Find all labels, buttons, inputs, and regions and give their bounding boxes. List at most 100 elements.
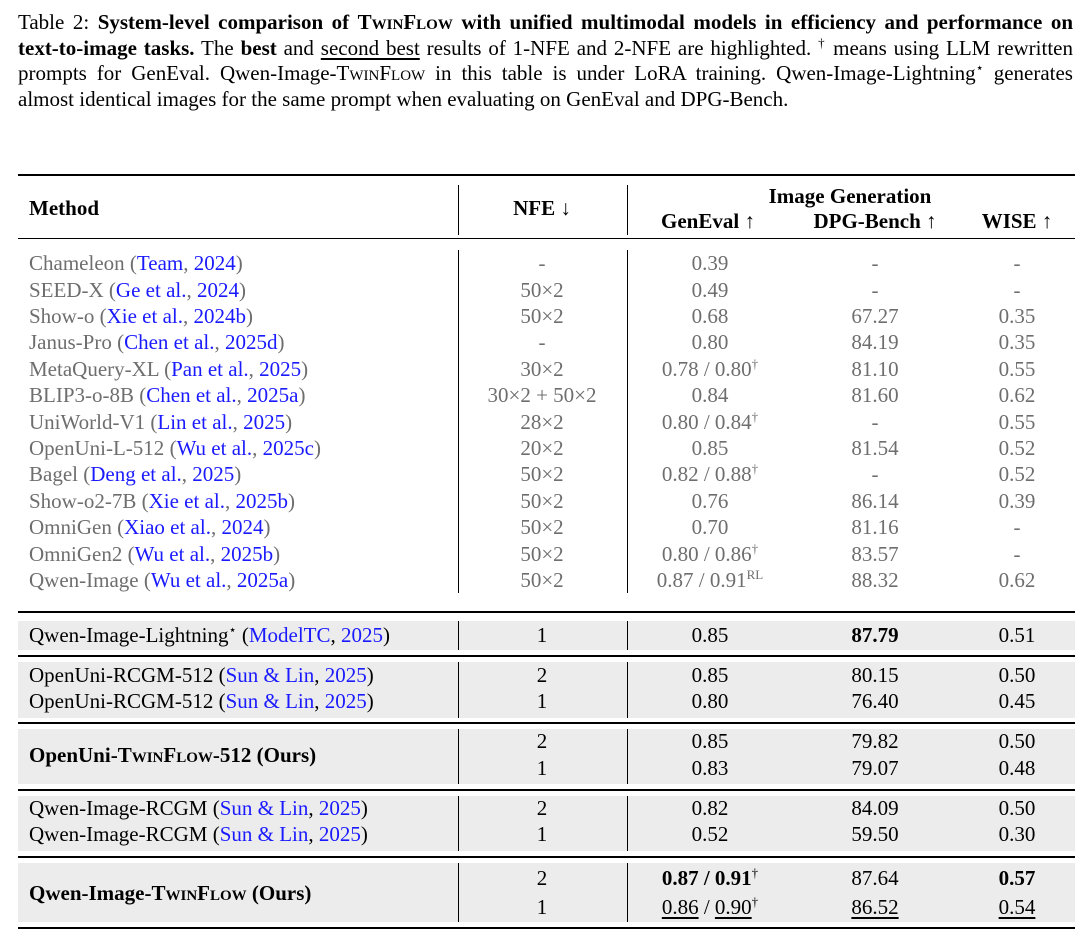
citation-author-link[interactable]: Chen et al. (146, 383, 237, 408)
value-text: - (871, 409, 879, 434)
nfe-value: 1 (536, 756, 548, 780)
value-text: 0.70 (691, 515, 729, 540)
citation-author-link[interactable]: Xiao et al. (124, 515, 211, 540)
geneval-value: 0.68 (692, 303, 729, 329)
wise-value: 0.30 (999, 821, 1036, 847)
method-label: OpenUni- (29, 742, 118, 767)
nfe-value: 2 (536, 796, 548, 820)
method-twinflow: TwinFlow (117, 742, 213, 767)
header-nfe: NFE ↓ (513, 196, 571, 220)
nfe-value: 20×2 (520, 436, 564, 460)
value-text: 88.32 (851, 568, 899, 592)
geneval-value: 0.39 (692, 250, 729, 276)
citation-author-link[interactable]: Pan et al. (171, 356, 249, 381)
value-text: 0.68 (691, 304, 729, 328)
method-name: MetaQuery-XL (Pan et al., 2025) (29, 356, 309, 381)
wise-value: 0.50 (999, 795, 1036, 821)
dpg-bench-value: 81.54 (851, 435, 898, 461)
citation-year-link[interactable]: 2025 (243, 409, 286, 434)
value-text: 0.62 (998, 568, 1036, 592)
value-text: 0.35 (998, 304, 1036, 328)
dpg-bench-value: 79.07 (851, 755, 898, 781)
citation-author-link[interactable]: Sun & Lin (219, 822, 309, 846)
citation-year-link[interactable]: 2025 (318, 822, 361, 846)
nfe-value: 2 (536, 729, 548, 753)
nfe-value: 1 (536, 689, 548, 713)
citation-author-link[interactable]: Sun & Lin (219, 796, 309, 820)
value-text: 81.10 (851, 356, 899, 381)
value-text: 0.87 / 0.91 (661, 866, 752, 890)
citation-year-link[interactable]: 2025b (235, 488, 288, 513)
column-divider (458, 250, 459, 594)
method-label: (Ours) (246, 880, 312, 905)
value-text: - (1013, 277, 1021, 302)
citation-author-link[interactable]: Wu et al. (134, 541, 211, 566)
citation-author-link[interactable]: Lin et al. (157, 409, 233, 434)
citation-author-link[interactable]: Chen et al. (124, 330, 215, 355)
geneval-value: 0.83 (692, 755, 729, 781)
citation-author-link[interactable]: Wu et al. (176, 436, 253, 460)
wise-value: 0.52 (999, 435, 1036, 461)
method-label: Qwen-Image-RCGM (29, 796, 208, 820)
nfe-value: - (538, 251, 546, 276)
citation-year-link[interactable]: 2025a (236, 568, 289, 592)
citation-year-link[interactable]: 2024 (196, 277, 239, 302)
citation-author-link[interactable]: ModelTC (248, 623, 331, 647)
value-text: 0.85 (691, 729, 729, 753)
citation-year-link[interactable]: 2025 (318, 796, 361, 820)
column-divider (627, 662, 628, 718)
value-text: 0.39 (998, 488, 1036, 513)
column-divider (458, 662, 459, 718)
dpg-bench-value: - (872, 277, 879, 303)
wise-value: 0.62 (999, 567, 1036, 593)
nfe-value: 50×2 (520, 462, 564, 487)
citation-author-link[interactable]: Ge et al. (115, 277, 187, 302)
value-text: 0.80 (691, 330, 729, 355)
citation-author-link[interactable]: Wu et al. (150, 568, 227, 592)
geneval-value: 0.86 / 0.90† (662, 894, 758, 920)
value-text: 0.30 (998, 822, 1036, 846)
citation-year-link[interactable]: 2024b (193, 304, 246, 328)
value-text: 81.54 (851, 436, 899, 460)
method-name: BLIP3-o-8B (Chen et al., 2025a) (29, 383, 306, 408)
citation-year-link[interactable]: 2025c (262, 436, 314, 460)
method-name: Qwen-Image (Wu et al., 2025a) (29, 568, 296, 592)
wise-value: - (1014, 541, 1021, 567)
column-divider (627, 621, 628, 650)
value-text: 84.09 (851, 796, 899, 820)
value-text: 80.15 (851, 663, 899, 687)
citation-year-link[interactable]: 2025b (220, 541, 274, 566)
value-text: - (871, 277, 879, 302)
citation-year-link[interactable]: 2025d (224, 330, 278, 355)
citation-year-link[interactable]: 2025 (324, 663, 367, 687)
citation-year-link[interactable]: 2025 (192, 462, 235, 487)
citation-year-link[interactable]: 2025 (341, 623, 384, 647)
value-superscript: † (751, 408, 759, 424)
citation-year-link[interactable]: 2024 (221, 515, 264, 540)
geneval-value: 0.87 / 0.91† (662, 865, 758, 891)
dpg-bench-value: 81.10 (851, 356, 898, 382)
citation-year-link[interactable]: 2025 (324, 689, 367, 713)
citation-year-link[interactable]: 2024 (193, 251, 236, 276)
citation-year-link[interactable]: 2025a (247, 383, 299, 408)
method-label: UniWorld-V1 (29, 409, 146, 434)
geneval-value: 0.49 (692, 277, 729, 303)
wise-value: 0.35 (999, 329, 1036, 355)
citation-author-link[interactable]: Deng et al. (90, 462, 182, 487)
citation-author-link[interactable]: Sun & Lin (225, 663, 315, 687)
method-name: Bagel (Deng et al., 2025) (29, 462, 242, 487)
method-name: SEED-X (Ge et al., 2024) (29, 277, 246, 302)
citation-author-link[interactable]: Sun & Lin (225, 689, 315, 713)
citation-year-link[interactable]: 2025 (259, 356, 302, 381)
citation-author-link[interactable]: Xie et al. (106, 304, 183, 328)
citation-author-link[interactable]: Team (136, 251, 184, 276)
header-divider (458, 185, 459, 235)
geneval-value: 0.85 (692, 622, 729, 648)
geneval-value: 0.80 (692, 688, 729, 714)
method-label: Chameleon (29, 251, 125, 276)
geneval-value: 0.85 (692, 435, 729, 461)
method-name: Qwen-Image-TwinFlow (Ours) (29, 880, 311, 906)
method-label: MetaQuery-XL (29, 356, 159, 381)
citation-author-link[interactable]: Xie et al. (148, 488, 225, 513)
table-section (18, 729, 1075, 784)
